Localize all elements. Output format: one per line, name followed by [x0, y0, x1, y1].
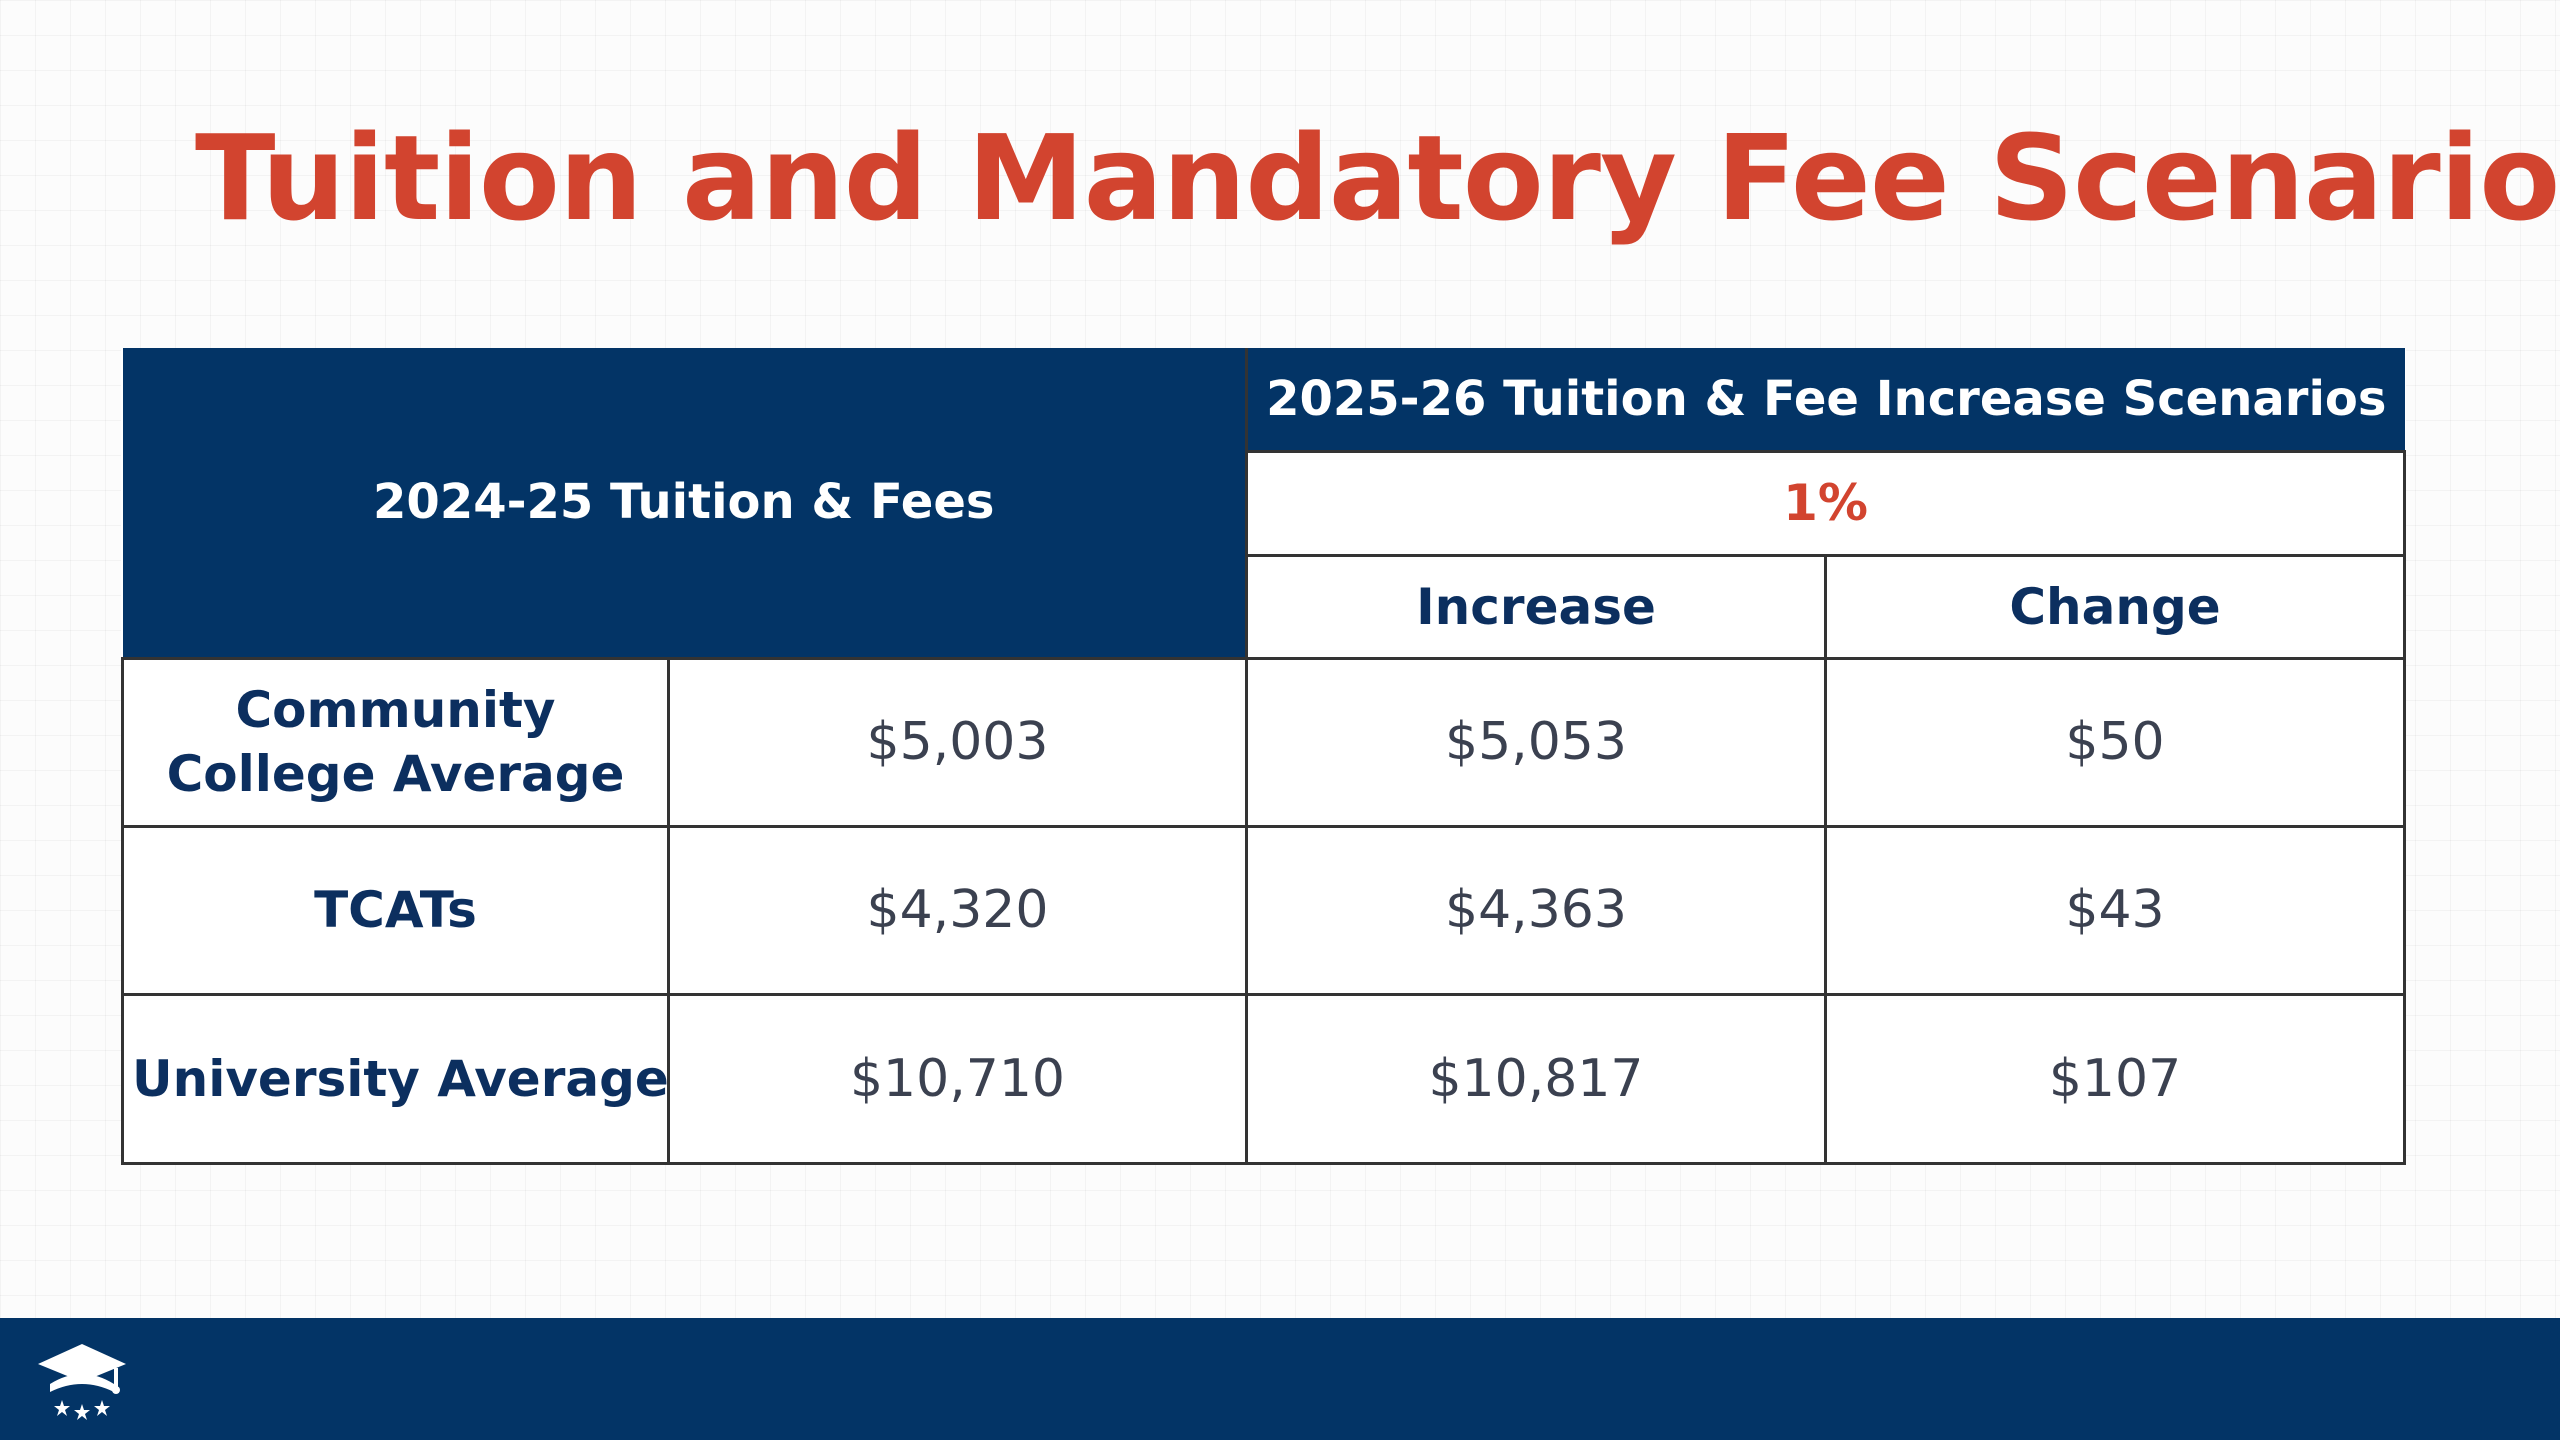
graduation-cap-stars-icon [38, 1344, 126, 1420]
table-row: Community College Average $5,003 $5,053 … [121, 656, 2407, 828]
footer-bar [0, 1318, 2560, 1440]
row-label: TCATs [121, 824, 670, 996]
header-base-tuition: 2024-25 Tuition & Fees [122, 348, 1248, 660]
increase-value: $10,817 [1245, 992, 1827, 1165]
tuition-fee-table: 2024-25 Tuition & Fees 2025-26 Tuition &… [121, 348, 2407, 1165]
row-label-line: Community [235, 681, 556, 739]
header-increase-scenarios: 2025-26 Tuition & Fee Increase Scenarios [1244, 348, 2405, 453]
change-value: $50 [1823, 656, 2407, 828]
increase-value: $5,053 [1245, 656, 1827, 828]
base-value: $5,003 [667, 656, 1248, 828]
base-value: $10,710 [667, 992, 1248, 1165]
table-row: University Average $10,710 $10,817 $107 [121, 992, 2407, 1165]
header-scenario-percent: 1% [1244, 449, 2407, 557]
increase-value: $4,363 [1245, 824, 1827, 996]
change-value: $107 [1823, 992, 2407, 1165]
base-value: $4,320 [667, 824, 1248, 996]
header-increase: Increase [1245, 553, 1827, 660]
row-label: Community College Average [121, 656, 670, 828]
change-value: $43 [1823, 824, 2407, 996]
page-title: Tuition and Mandatory Fee Scenarios [195, 109, 2560, 247]
row-label: University Average [121, 992, 670, 1165]
row-label-line: College Average [166, 745, 625, 803]
header-change: Change [1823, 553, 2407, 660]
table-row: TCATs $4,320 $4,363 $43 [121, 824, 2407, 996]
